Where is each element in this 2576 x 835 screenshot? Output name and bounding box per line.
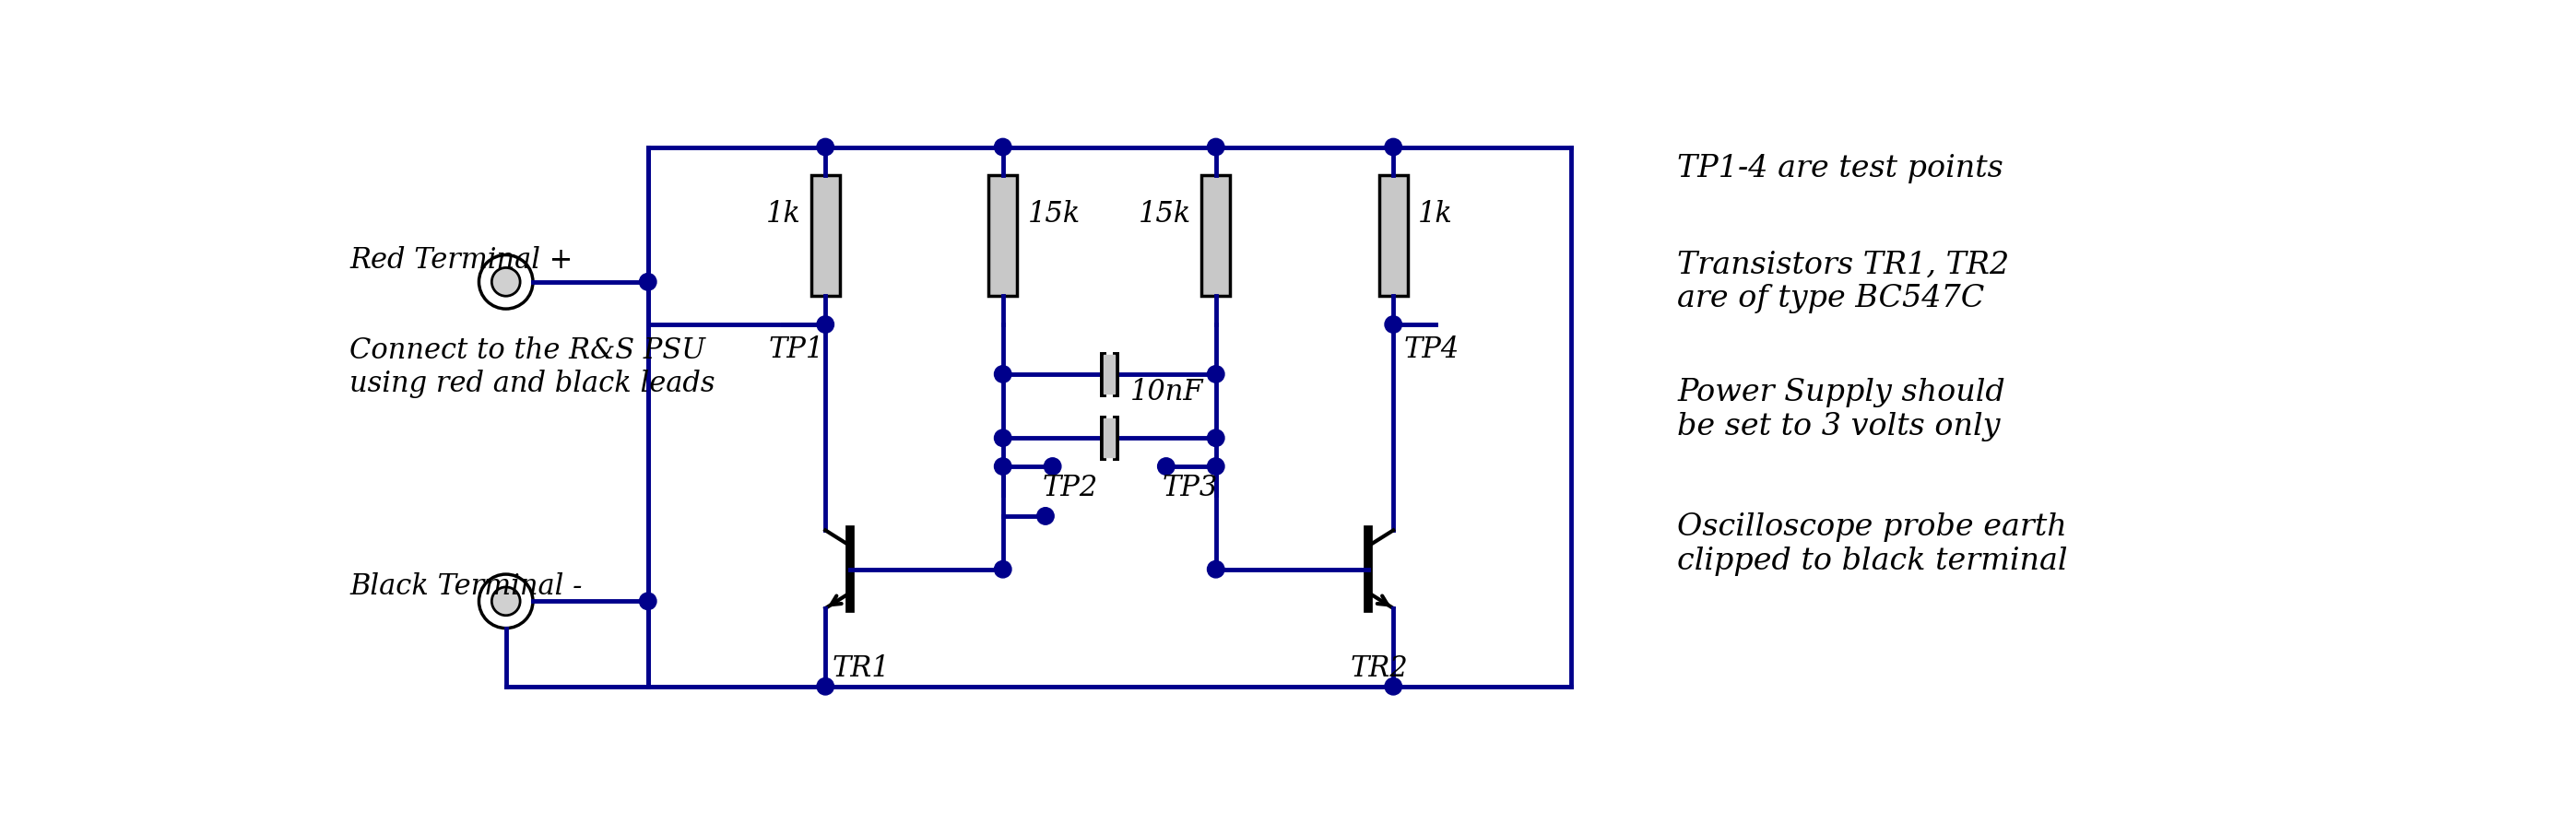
Circle shape bbox=[479, 574, 533, 628]
Circle shape bbox=[1386, 316, 1401, 333]
Circle shape bbox=[994, 561, 1012, 578]
Circle shape bbox=[1208, 429, 1224, 447]
Text: 10nF: 10nF bbox=[1131, 377, 1203, 406]
Text: TP3: TP3 bbox=[1162, 473, 1218, 502]
Text: TR1: TR1 bbox=[832, 655, 891, 683]
Circle shape bbox=[639, 273, 657, 291]
Text: Red Terminal +: Red Terminal + bbox=[350, 246, 572, 275]
Circle shape bbox=[1038, 508, 1054, 524]
Circle shape bbox=[994, 139, 1012, 155]
Text: Transistors TR1, TR2
are of type BC547C: Transistors TR1, TR2 are of type BC547C bbox=[1677, 250, 2009, 314]
Bar bbox=[989, 175, 1018, 296]
Circle shape bbox=[1386, 678, 1401, 695]
Text: TP1-4 are test points: TP1-4 are test points bbox=[1677, 154, 2004, 183]
Text: TP1: TP1 bbox=[768, 335, 824, 364]
Bar bbox=[1103, 355, 1115, 393]
Circle shape bbox=[994, 458, 1012, 475]
Circle shape bbox=[994, 366, 1012, 382]
Circle shape bbox=[817, 139, 835, 155]
Bar bbox=[1103, 418, 1115, 458]
Bar bbox=[1200, 175, 1231, 296]
Text: 1k: 1k bbox=[765, 200, 801, 229]
Text: Oscilloscope probe earth
clipped to black terminal: Oscilloscope probe earth clipped to blac… bbox=[1677, 513, 2069, 576]
Bar bbox=[1378, 175, 1406, 296]
Circle shape bbox=[1386, 139, 1401, 155]
Text: TP2: TP2 bbox=[1041, 473, 1097, 502]
Circle shape bbox=[639, 593, 657, 610]
Circle shape bbox=[1208, 458, 1224, 475]
Circle shape bbox=[492, 268, 520, 296]
Circle shape bbox=[817, 678, 835, 695]
Circle shape bbox=[1208, 366, 1224, 382]
Text: TP4: TP4 bbox=[1404, 335, 1461, 364]
Text: TR2: TR2 bbox=[1350, 655, 1409, 683]
Text: 15k: 15k bbox=[1028, 200, 1079, 229]
Circle shape bbox=[492, 587, 520, 615]
Circle shape bbox=[1208, 561, 1224, 578]
Text: 1k: 1k bbox=[1419, 200, 1453, 229]
Circle shape bbox=[1157, 458, 1175, 475]
Text: Power Supply should
be set to 3 volts only: Power Supply should be set to 3 volts on… bbox=[1677, 377, 2004, 442]
Text: Black Terminal -: Black Terminal - bbox=[350, 573, 582, 601]
Text: 15k: 15k bbox=[1139, 200, 1190, 229]
Circle shape bbox=[1043, 458, 1061, 475]
Circle shape bbox=[994, 429, 1012, 447]
Text: Connect to the R&S PSU
using red and black leads: Connect to the R&S PSU using red and bla… bbox=[350, 337, 716, 397]
Bar bbox=[811, 175, 840, 296]
Circle shape bbox=[817, 316, 835, 333]
Circle shape bbox=[1208, 139, 1224, 155]
Circle shape bbox=[479, 255, 533, 309]
